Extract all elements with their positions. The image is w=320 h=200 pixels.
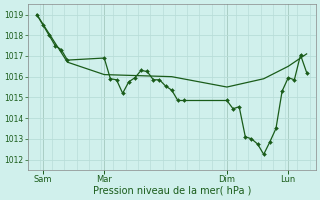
X-axis label: Pression niveau de la mer( hPa ): Pression niveau de la mer( hPa ) (92, 186, 251, 196)
